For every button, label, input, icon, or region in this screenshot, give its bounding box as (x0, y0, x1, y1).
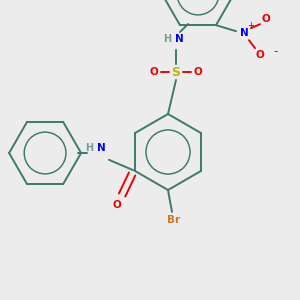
Text: O: O (256, 50, 264, 60)
Text: O: O (150, 67, 158, 77)
Text: N: N (175, 34, 183, 44)
Text: O: O (194, 67, 202, 77)
Text: O: O (262, 14, 270, 24)
Text: N: N (97, 143, 106, 153)
Text: H: H (85, 143, 93, 153)
Text: N: N (240, 28, 248, 38)
Text: H: H (163, 34, 171, 44)
Text: -: - (274, 45, 278, 58)
Text: S: S (172, 65, 181, 79)
Text: +: + (248, 21, 254, 30)
Text: O: O (113, 200, 122, 210)
Text: Br: Br (167, 215, 181, 225)
